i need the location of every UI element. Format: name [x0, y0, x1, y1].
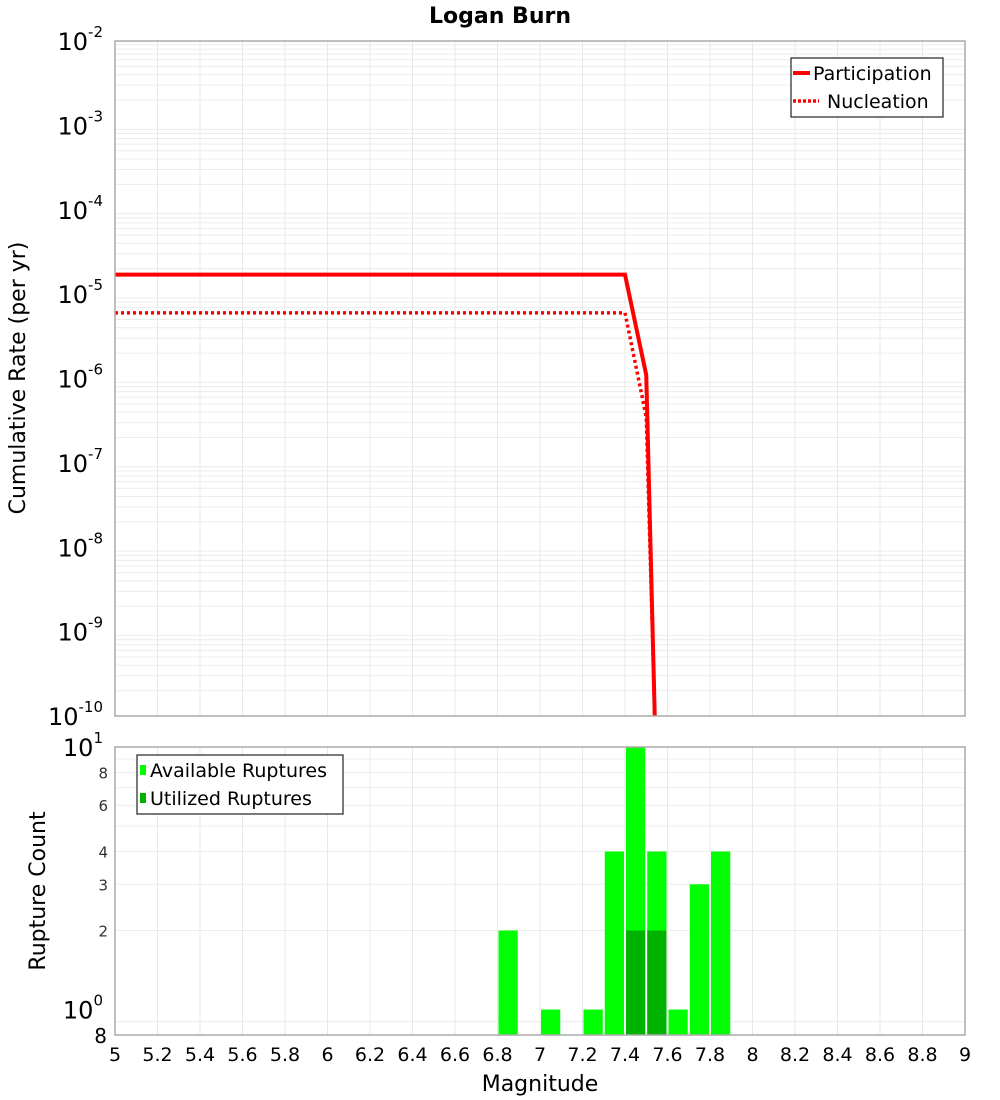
top-plot: 10-2 10-3 10-4 10-5 10-6 10-7 10-8 10-9 10-10 Par… — [48, 23, 966, 731]
x-tick-label: 8.6 — [865, 1044, 895, 1066]
chart-title: Logan Burn — [429, 4, 571, 29]
x-tick-label: 7 — [534, 1044, 546, 1066]
legend-nucleation: Nucleation — [827, 91, 929, 113]
x-tick-label: 9 — [959, 1044, 971, 1066]
y-tick-label: 10-3 — [57, 107, 103, 140]
bar-available — [668, 1009, 688, 1035]
x-tick-label: 7.8 — [695, 1044, 725, 1066]
y-tick-label: 10-4 — [57, 192, 103, 225]
x-tick-label: 7.4 — [610, 1044, 640, 1066]
y-tick-label: 101 — [63, 729, 103, 762]
y-tick-label: 6 — [98, 797, 108, 815]
legend-participation: Participation — [813, 63, 932, 85]
y-tick-label: 8 — [94, 1024, 107, 1048]
y-tick-label: 2 — [98, 923, 108, 941]
y-tick-label: 10-5 — [57, 276, 103, 309]
bar-utilized — [647, 930, 667, 1035]
legend-available: Available Ruptures — [150, 760, 327, 782]
x-tick-label: 5.8 — [270, 1044, 300, 1066]
x-tick-label: 6.2 — [355, 1044, 385, 1066]
y-tick-label: 10-2 — [57, 23, 103, 56]
x-tick-label: 6.4 — [397, 1044, 427, 1066]
x-tick-label: 5.6 — [227, 1044, 257, 1066]
y-tick-label: 10-6 — [57, 361, 103, 394]
bar-available — [583, 1009, 603, 1035]
y-tick-label: 10-8 — [57, 529, 103, 562]
bar-available — [541, 1009, 561, 1035]
y-tick-label: 3 — [98, 876, 108, 894]
x-tick-label: 5.2 — [142, 1044, 172, 1066]
y-tick-label: 8 — [98, 764, 108, 782]
x-tick-label: 7.2 — [567, 1044, 597, 1066]
bar-available — [498, 930, 518, 1035]
y-tick-label: 10-7 — [57, 445, 103, 478]
bar-available — [604, 851, 624, 1035]
x-axis-label: Magnitude — [482, 1072, 599, 1097]
y-tick-label: 10-9 — [57, 614, 103, 647]
bottom-legend: Available Ruptures Utilized Ruptures — [136, 754, 344, 815]
x-tick-label: 7.6 — [652, 1044, 682, 1066]
x-tick-label: 8.8 — [907, 1044, 937, 1066]
bar-utilized — [626, 930, 646, 1035]
y-tick-label: 4 — [98, 843, 108, 861]
top-y-axis-label: Cumulative Rate (per yr) — [6, 242, 31, 515]
x-tick-label: 5 — [109, 1044, 121, 1066]
bar-available — [689, 884, 709, 1035]
top-legend: Participation Nucleation — [790, 57, 944, 118]
x-tick-label: 8.4 — [822, 1044, 852, 1066]
x-tick-label: 6.8 — [482, 1044, 512, 1066]
x-tick-label: 8.2 — [780, 1044, 810, 1066]
series-nucleation — [115, 311, 657, 717]
x-tick-label: 6 — [321, 1044, 333, 1066]
y-tick-label: 10-10 — [48, 698, 103, 731]
legend-utilized: Utilized Ruptures — [150, 788, 312, 810]
bar-available — [711, 851, 731, 1035]
x-tick-label: 5.4 — [185, 1044, 215, 1066]
bottom-y-axis-label: Rupture Count — [26, 811, 51, 971]
x-tick-label: 6.6 — [440, 1044, 470, 1066]
y-tick-label: 100 — [63, 992, 103, 1025]
x-tick-label: 8 — [746, 1044, 758, 1066]
